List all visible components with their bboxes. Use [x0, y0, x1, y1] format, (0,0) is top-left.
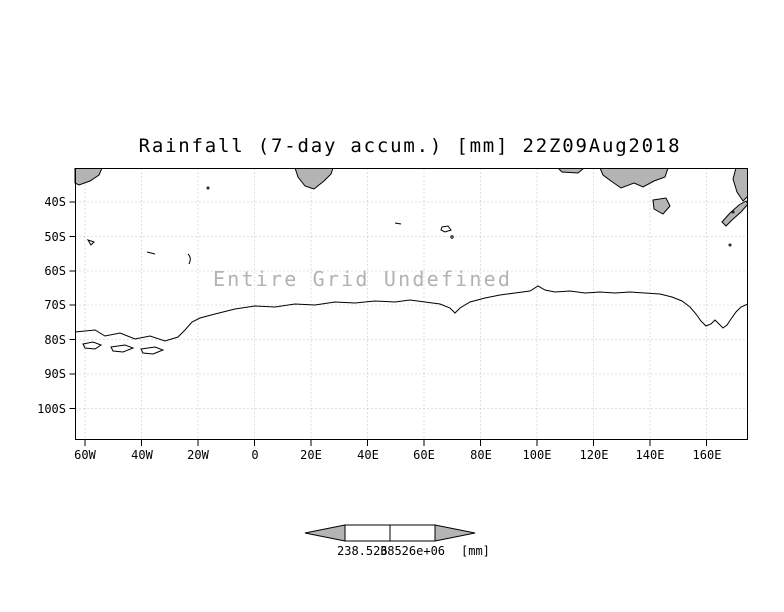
- colorbar: [304, 524, 476, 542]
- gridlines-vertical: [84, 168, 707, 440]
- x-tick-label: 40W: [131, 448, 153, 462]
- x-tick-label: 120E: [579, 448, 609, 462]
- gridlines-horizontal: [75, 201, 747, 409]
- island-crozet: [394, 222, 402, 225]
- y-tick-label: 80S: [44, 333, 66, 347]
- y-tick-label: 60S: [44, 264, 66, 278]
- x-tick-label: 160E: [692, 448, 722, 462]
- land-new-zealand-north: [732, 168, 748, 202]
- land-australia-west: [557, 168, 585, 174]
- x-tick-label: 140E: [635, 448, 665, 462]
- y-tick-label: 90S: [44, 367, 66, 381]
- coastline-antarctica: [74, 285, 748, 342]
- gridlines: [75, 168, 747, 440]
- land-australia-southeast: [599, 168, 669, 189]
- x-tick-label: 100E: [522, 448, 552, 462]
- island-kerguelen: [440, 225, 452, 233]
- land-new-zealand-south: [721, 200, 748, 227]
- island-falklands: [86, 239, 95, 246]
- island-peninsula-1: [82, 341, 103, 350]
- coastlines: [74, 186, 748, 355]
- colorbar-right-arrow: [434, 524, 476, 542]
- island-south-sandwich: [187, 253, 191, 265]
- y-tick-label: 100S: [37, 402, 66, 416]
- land-africa: [294, 168, 334, 190]
- axis-ticks: [69, 201, 707, 446]
- x-tick-label: 60W: [74, 448, 96, 462]
- island-heard: [450, 235, 454, 239]
- island-stewart: [731, 210, 735, 214]
- x-tick-label: 0: [251, 448, 259, 462]
- land-tasmania: [652, 197, 671, 215]
- plot-title: Rainfall (7-day accum.) [mm] 22Z09Aug201…: [138, 135, 682, 157]
- land-masses: [74, 168, 748, 227]
- colorbar-units-label: [mm]: [461, 544, 490, 558]
- map-plot: [69, 168, 748, 446]
- x-tick-label: 20E: [300, 448, 322, 462]
- x-axis-ticks: [84, 439, 707, 446]
- island-peninsula-2: [110, 344, 135, 353]
- y-tick-label: 70S: [44, 298, 66, 312]
- x-tick-label: 60E: [413, 448, 435, 462]
- plot-border: [75, 168, 748, 440]
- y-axis-ticks: [69, 201, 76, 409]
- undefined-grid-message: Entire Grid Undefined: [213, 267, 513, 291]
- island-peninsula-3: [140, 346, 165, 355]
- x-tick-label: 80E: [470, 448, 492, 462]
- colorbar-tick-label: 238.526: [337, 544, 388, 558]
- x-tick-label: 20W: [187, 448, 209, 462]
- x-tick-label: 40E: [357, 448, 379, 462]
- land-south-america: [74, 168, 103, 186]
- colorbar-tick-label: 38526e+06: [380, 544, 446, 558]
- colorbar-left-arrow: [304, 524, 346, 542]
- island-south-georgia: [146, 251, 156, 255]
- island-campbell: [728, 243, 732, 247]
- y-tick-label: 40S: [44, 195, 66, 209]
- y-tick-label: 50S: [44, 230, 66, 244]
- island-tristan: [206, 186, 210, 190]
